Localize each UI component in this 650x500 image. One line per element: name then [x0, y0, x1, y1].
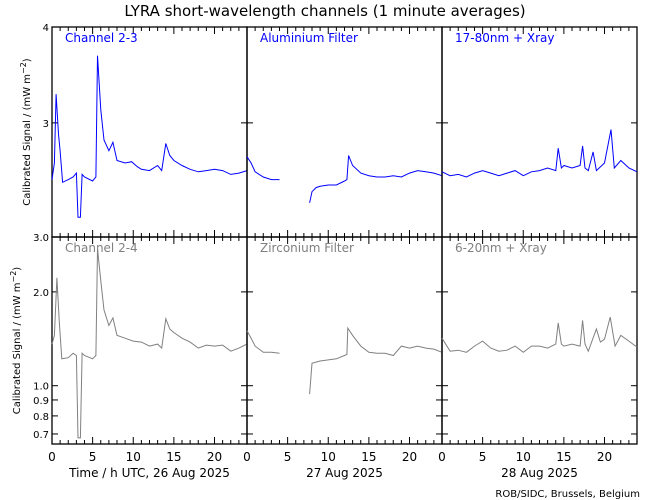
series-line-zirconium-filter [246, 330, 280, 354]
panel-frame [246, 236, 443, 445]
series-line-aluminium-filter [246, 156, 280, 181]
panel-label: 6-20nm + Xray [455, 241, 547, 255]
panel-frame [246, 26, 443, 238]
x-tick-label: 20 [207, 450, 222, 464]
panel-label: Zirconium Filter [260, 241, 354, 255]
panel-label: Aluminium Filter [260, 31, 358, 45]
series-line-channel-2-3 [51, 55, 248, 218]
credit-text: ROB/SIDC, Brussels, Belgium [495, 489, 640, 500]
x-tick-label: 0 [48, 450, 56, 464]
x-tick-label: 5 [479, 450, 487, 464]
y-tick-label: 4 [43, 23, 49, 34]
series-line-channel-2-4 [51, 248, 248, 439]
y-tick-label: 3 [43, 119, 49, 130]
panel-frame [441, 26, 638, 238]
series-line-6-20nm-xray [441, 316, 638, 353]
y-tick-label: 0.7 [33, 430, 49, 441]
x-axis-label: 28 Aug 2025 [501, 466, 578, 480]
x-tick-label: 10 [321, 450, 336, 464]
panel-frame [441, 236, 638, 445]
series-line-zirconium-filter [309, 326, 443, 395]
x-axis-label: 27 Aug 2025 [306, 466, 383, 480]
y-axis-label: Calibrated Signal / (mW m−2) [19, 58, 33, 206]
x-tick-label: 5 [89, 450, 97, 464]
y-tick-label: 0.8 [33, 412, 49, 423]
series-line-17-80nm-xray [441, 129, 638, 178]
x-tick-label: 10 [516, 450, 531, 464]
panel-label: Channel 2-3 [65, 31, 138, 45]
x-tick-label: 15 [166, 450, 181, 464]
panel-label: Channel 2-4 [65, 241, 138, 255]
y-axis-label: Calibrated Signal / (mW m−2) [9, 267, 23, 415]
x-tick-label: 20 [597, 450, 612, 464]
panel-label: 17-80nm + Xray [455, 31, 554, 45]
x-tick-label: 0 [438, 450, 446, 464]
x-tick-label: 20 [402, 450, 417, 464]
y-tick-label: 2.0 [33, 288, 49, 299]
x-axis-label: Time / h UTC, 26 Aug 2025 [68, 466, 230, 480]
chart-title: LYRA short-wavelength channels (1 minute… [124, 2, 526, 20]
x-tick-label: 15 [556, 450, 571, 464]
y-tick-label: 0.9 [33, 396, 49, 407]
series-line-aluminium-filter [309, 155, 443, 203]
y-tick-label: 1.0 [33, 382, 49, 393]
x-tick-label: 15 [361, 450, 376, 464]
y-tick-label: 3.0 [33, 233, 49, 244]
x-tick-label: 0 [243, 450, 251, 464]
x-tick-label: 10 [126, 450, 141, 464]
x-tick-label: 5 [284, 450, 292, 464]
